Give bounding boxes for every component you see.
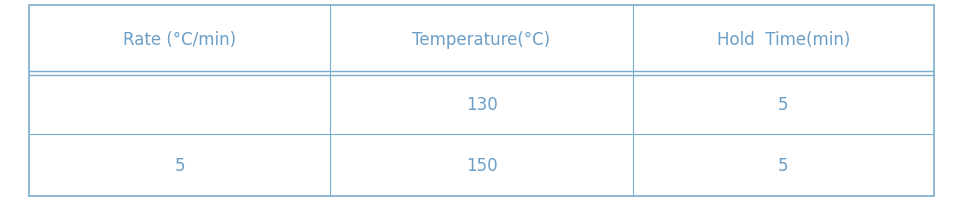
Text: 5: 5 — [174, 156, 185, 174]
Text: 5: 5 — [778, 95, 789, 113]
Text: Hold  Time(min): Hold Time(min) — [716, 31, 850, 49]
Text: 130: 130 — [466, 95, 497, 113]
Text: Temperature(°C): Temperature(°C) — [412, 31, 551, 49]
Text: 5: 5 — [778, 156, 789, 174]
Text: 150: 150 — [466, 156, 497, 174]
Text: Rate (°C/min): Rate (°C/min) — [123, 31, 236, 49]
